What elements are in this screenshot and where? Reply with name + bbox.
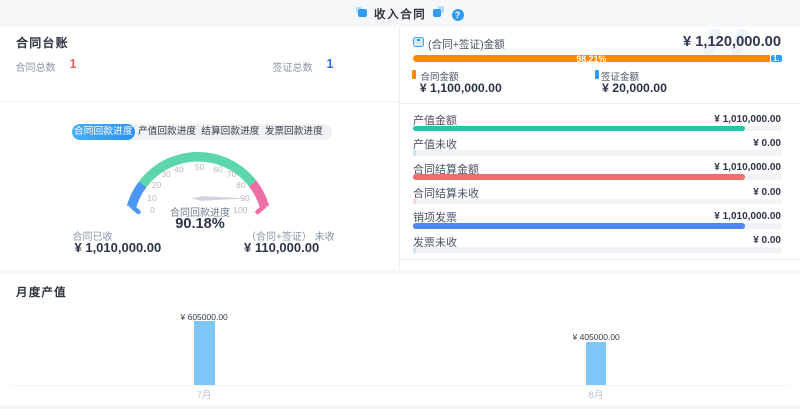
svg-text:30: 30 (161, 169, 171, 179)
svg-text:100: 100 (233, 205, 247, 215)
svg-text:20: 20 (152, 180, 162, 190)
svg-text:10: 10 (147, 193, 157, 203)
svg-text:70: 70 (227, 169, 237, 179)
svg-text:60: 60 (213, 165, 223, 175)
svg-text:50: 50 (195, 162, 205, 172)
svg-text:40: 40 (174, 165, 184, 175)
svg-text:80: 80 (236, 180, 246, 190)
svg-text:90: 90 (240, 193, 250, 203)
svg-text:0: 0 (150, 205, 155, 215)
